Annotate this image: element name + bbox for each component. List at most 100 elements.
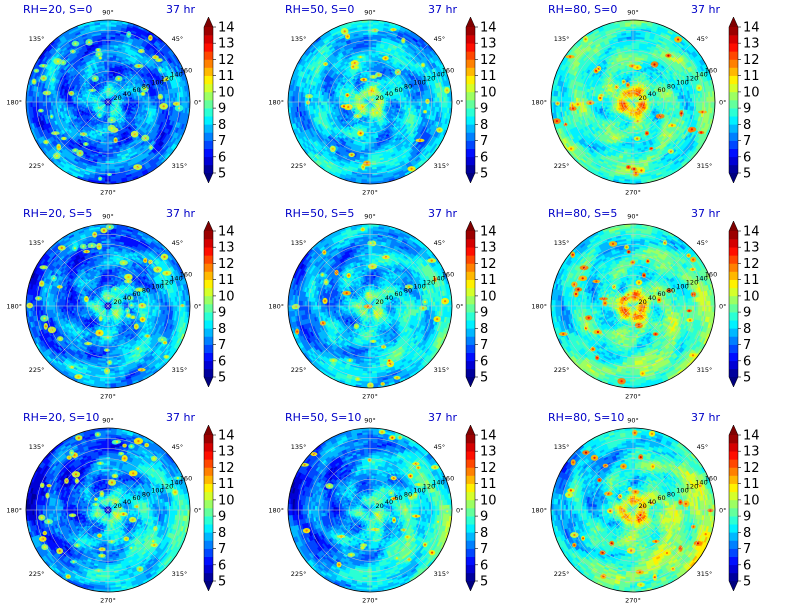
radial-tick-label: 140 bbox=[432, 71, 444, 79]
angle-tick-label: 45° bbox=[697, 35, 709, 43]
radial-tick-label: 80 bbox=[667, 490, 675, 498]
angle-tick-label: 270° bbox=[100, 393, 116, 401]
angle-tick-label: 45° bbox=[434, 239, 446, 247]
colorbar-tick-label: 7 bbox=[480, 338, 488, 353]
radial-tick-label: 100 bbox=[676, 486, 688, 494]
radial-tick-label: 80 bbox=[404, 82, 412, 90]
angle-tick-label: 315° bbox=[697, 162, 713, 170]
colorbar-tick-label: 14 bbox=[218, 225, 235, 240]
radial-tick-label: 20 bbox=[114, 502, 122, 510]
angle-tick-label: 135° bbox=[554, 239, 570, 247]
radial-tick-label: 80 bbox=[667, 82, 675, 90]
colorbar-tick-label: 12 bbox=[480, 257, 497, 272]
colorbar-tick-label: 6 bbox=[743, 150, 751, 165]
angle-tick-label: 135° bbox=[29, 35, 45, 43]
angle-tick-label: 180° bbox=[531, 507, 547, 515]
colorbar-tick-label: 8 bbox=[218, 322, 226, 337]
colorbar-tick-label: 8 bbox=[218, 118, 226, 133]
colorbar-tick-label: 5 bbox=[480, 167, 488, 182]
radial-tick-label: 160 bbox=[705, 475, 717, 483]
polar-grid bbox=[25, 19, 191, 185]
radial-tick-label: 20 bbox=[639, 298, 647, 306]
colorbar-tick-label: 9 bbox=[480, 102, 488, 117]
panel-time-label: 37 hr bbox=[428, 207, 457, 220]
colorbar-tick-label: 6 bbox=[480, 558, 488, 573]
angle-tick-label: 225° bbox=[29, 162, 45, 170]
panel-title: RH=80, S=5 bbox=[548, 207, 617, 220]
angle-tick-label: 90° bbox=[364, 213, 376, 221]
radial-tick-label: 80 bbox=[142, 490, 150, 498]
colorbar-tick-label: 14 bbox=[218, 21, 235, 36]
angle-tick-label: 135° bbox=[554, 35, 570, 43]
angle-tick-label: 135° bbox=[29, 239, 45, 247]
radial-tick-label: 80 bbox=[404, 490, 412, 498]
polar-grid bbox=[287, 427, 453, 593]
panel-time-label: 37 hr bbox=[428, 3, 457, 16]
colorbar-tick-label: 12 bbox=[218, 53, 235, 68]
radial-tick-label: 60 bbox=[132, 290, 140, 298]
panel-time-label: 37 hr bbox=[166, 3, 195, 16]
panel-title: RH=20, S=5 bbox=[23, 207, 92, 220]
panel-5: RH=50, S=5 37 hr 20 40 60 80 100 120 140 160 0° 45°… bbox=[262, 204, 524, 408]
angle-tick-label: 225° bbox=[291, 366, 307, 374]
radial-tick-label: 160 bbox=[180, 271, 192, 279]
panel-title: RH=20, S=0 bbox=[23, 3, 92, 16]
colorbar-tick-label: 12 bbox=[218, 257, 235, 272]
radial-tick-label: 80 bbox=[404, 286, 412, 294]
polar-grid bbox=[25, 427, 191, 593]
colorbar-tick-label: 8 bbox=[743, 322, 751, 337]
angle-tick-label: 180° bbox=[268, 99, 284, 107]
colorbar-tick-label: 13 bbox=[743, 445, 760, 460]
radial-tick-label: 140 bbox=[432, 275, 444, 283]
angle-tick-label: 45° bbox=[172, 35, 184, 43]
radial-tick-label: 140 bbox=[170, 275, 182, 283]
radial-tick-label: 20 bbox=[376, 94, 384, 102]
colorbar-tick-label: 12 bbox=[743, 257, 760, 272]
radial-tick-label: 120 bbox=[686, 75, 698, 83]
angle-tick-label: 315° bbox=[434, 162, 450, 170]
colorbar-tick-label: 6 bbox=[480, 150, 488, 165]
radial-tick-label: 60 bbox=[394, 290, 402, 298]
field-heatmap bbox=[26, 224, 190, 388]
colorbar-tick-label: 12 bbox=[743, 53, 760, 68]
angle-tick-label: 90° bbox=[364, 417, 376, 425]
angle-tick-label: 225° bbox=[554, 366, 570, 374]
angle-tick-label: 90° bbox=[627, 9, 639, 17]
angle-tick-label: 45° bbox=[697, 239, 709, 247]
panel-time-label: 37 hr bbox=[691, 411, 720, 424]
angle-tick-label: 180° bbox=[6, 99, 22, 107]
angle-tick-label: 270° bbox=[362, 597, 378, 605]
radial-tick-label: 120 bbox=[161, 75, 173, 83]
polar-frame bbox=[25, 223, 191, 389]
angle-tick-label: 270° bbox=[625, 189, 641, 197]
colorbar-tick-label: 6 bbox=[743, 558, 751, 573]
colorbar-tick-label: 6 bbox=[218, 558, 226, 573]
angle-tick-label: 180° bbox=[6, 303, 22, 311]
angle-tick-label: 225° bbox=[291, 570, 307, 578]
field-heatmap bbox=[288, 224, 452, 388]
radial-tick-label: 40 bbox=[385, 294, 393, 302]
colorbar-tick-label: 14 bbox=[480, 429, 497, 444]
colorbar-tick-label: 9 bbox=[743, 306, 751, 321]
colorbar-tick-label: 11 bbox=[218, 69, 235, 84]
panel-time-label: 37 hr bbox=[691, 3, 720, 16]
colorbar-tick-label: 12 bbox=[743, 461, 760, 476]
radial-tick-label: 80 bbox=[142, 286, 150, 294]
colorbar-tick-label: 5 bbox=[218, 167, 226, 182]
angle-tick-label: 90° bbox=[627, 417, 639, 425]
colorbar-tick-label: 9 bbox=[218, 510, 226, 525]
angle-tick-label: 270° bbox=[100, 189, 116, 197]
radial-tick-label: 100 bbox=[676, 78, 688, 86]
angle-tick-label: 135° bbox=[291, 443, 307, 451]
colorbar-tick-label: 13 bbox=[480, 445, 497, 460]
colorbar-tick-label: 7 bbox=[743, 134, 751, 149]
panel-time-label: 37 hr bbox=[428, 411, 457, 424]
polar-frame bbox=[550, 223, 716, 389]
colorbar-tick-label: 10 bbox=[218, 493, 235, 508]
colorbar-tick-label: 8 bbox=[480, 322, 488, 337]
colorbar-tick-label: 14 bbox=[218, 429, 235, 444]
